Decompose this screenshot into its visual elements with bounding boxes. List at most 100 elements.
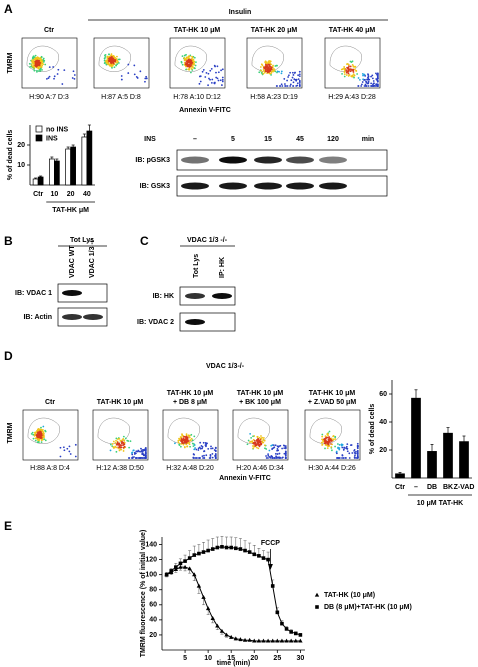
blot-frame [57, 283, 108, 303]
density-dot [221, 80, 224, 83]
density-dot [209, 455, 212, 457]
density-dot [186, 445, 188, 448]
density-dot [185, 53, 187, 56]
blot-band [219, 156, 247, 164]
density-dot [291, 76, 294, 79]
blot-frame [179, 312, 236, 332]
row-label: IB: Actin [23, 314, 52, 321]
marker [197, 551, 201, 556]
blot-frame [179, 286, 236, 306]
density-dot [203, 450, 205, 453]
density-dot [341, 454, 344, 457]
density-dot [283, 444, 286, 447]
density-dot [293, 72, 296, 74]
density-dot [104, 62, 106, 65]
density-dot [120, 446, 123, 449]
density-dot [284, 452, 287, 455]
legend-swatch [35, 125, 43, 133]
marker [289, 630, 293, 634]
density-dot [362, 74, 364, 77]
density-dot [281, 457, 283, 459]
marker [201, 594, 206, 599]
density-dot [205, 72, 208, 74]
density-dot [280, 83, 283, 86]
density-dot [220, 84, 223, 86]
density-dot [68, 450, 71, 453]
density-dot [130, 452, 133, 454]
density-dot [199, 80, 202, 83]
density-dot [174, 442, 176, 445]
density-dot [341, 446, 344, 449]
density-dot [272, 70, 274, 73]
density-dot [372, 80, 375, 82]
density-dot [297, 78, 300, 81]
density-dot [345, 74, 348, 76]
density-dot [144, 457, 147, 459]
density-dot [211, 452, 214, 455]
density-dot [40, 436, 43, 439]
y-tick-label: 120 [145, 556, 157, 563]
density-dot [365, 80, 367, 83]
density-dot [262, 437, 265, 439]
legend-label: INS [46, 135, 58, 142]
density-dot [210, 68, 213, 70]
density-dot [373, 84, 376, 87]
density-dot [221, 78, 224, 81]
y-label: % of dead cells [369, 404, 376, 455]
density-dot [177, 440, 180, 442]
density-dot [36, 63, 39, 65]
density-dot [145, 75, 148, 78]
density-dot [126, 439, 129, 442]
density-dot [354, 65, 357, 68]
density-dot [356, 442, 359, 445]
x-label: Annexin V-FITC [179, 107, 231, 114]
density-dot [356, 457, 359, 459]
density-dot [363, 85, 366, 87]
density-dot [250, 436, 253, 439]
density-dot [187, 61, 190, 63]
density-dot [347, 66, 350, 69]
density-dot [269, 67, 272, 70]
blot-frame [57, 307, 108, 327]
blot-band [254, 182, 282, 190]
density-dot [274, 70, 277, 73]
density-dot [292, 81, 295, 84]
density-dot [110, 56, 112, 59]
density-dot [189, 445, 191, 448]
density-dot [209, 78, 211, 81]
panel-title: VDAC 1/3-/- [206, 363, 245, 370]
density-dot [181, 433, 183, 436]
density-dot [267, 68, 269, 71]
density-dot [74, 455, 77, 458]
density-dot [267, 453, 270, 456]
bar [70, 146, 76, 186]
density-dot [183, 54, 186, 57]
marker [266, 557, 270, 562]
density-dot [108, 53, 110, 56]
density-dot [221, 76, 224, 79]
density-dot [117, 62, 120, 64]
density-dot [127, 72, 130, 74]
marker [192, 572, 197, 577]
density-dot [34, 439, 37, 442]
density-dot [280, 72, 283, 75]
density-dot [348, 65, 350, 68]
density-dot [337, 457, 340, 459]
density-dot [278, 457, 281, 459]
density-dot [188, 435, 190, 437]
x-tick-label: 15 [227, 655, 235, 662]
density-dot [268, 72, 271, 75]
density-dot [178, 443, 181, 446]
plot-stats: H:88 A:8 D:4 [30, 465, 70, 472]
density-dot [214, 450, 217, 453]
density-dot [110, 53, 113, 56]
density-dot [37, 70, 40, 72]
density-dot [61, 83, 64, 85]
density-dot [116, 438, 119, 441]
density-dot [201, 445, 204, 448]
blot-band [185, 293, 205, 299]
density-dot [215, 76, 218, 79]
density-dot [214, 65, 216, 68]
density-dot [210, 81, 213, 84]
density-dot [356, 452, 359, 455]
